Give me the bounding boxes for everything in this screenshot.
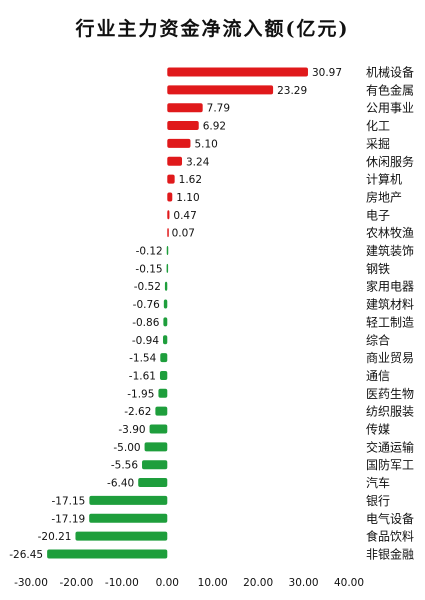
category-label-24: 汽车	[366, 475, 390, 490]
data-label-6: 3.24	[186, 156, 210, 168]
x-tick-label-3: -10.00	[105, 577, 139, 589]
category-label-4: 化工	[366, 119, 390, 133]
data-label-8: 1.10	[176, 192, 199, 204]
data-label-19: -1.95	[127, 388, 154, 400]
category-label-10: 农林牧渔	[366, 226, 414, 240]
category-label-20: 纺织服装	[366, 405, 414, 419]
data-label-18: -1.61	[129, 370, 156, 382]
category-label-27: 食品饮料	[366, 529, 414, 544]
bar-22	[144, 442, 168, 452]
x-tick-label-2: -20.00	[60, 577, 94, 589]
bar-24	[138, 478, 168, 488]
x-tick-label-4: 0.00	[156, 577, 179, 589]
data-label-16: -0.94	[132, 335, 159, 347]
category-label-2: 有色金属	[366, 82, 414, 97]
data-label-4: 6.92	[203, 121, 226, 133]
category-label-16: 综合	[366, 332, 390, 347]
data-label-25: -17.15	[52, 495, 86, 507]
data-label-28: -26.45	[9, 549, 43, 561]
x-tick-label-6: 20.00	[243, 577, 273, 589]
bar-28	[47, 549, 168, 559]
data-label-17: -1.54	[129, 353, 156, 365]
data-label-11: -0.12	[136, 246, 163, 258]
chart-title: 行业主力资金净流入额(亿元)	[75, 18, 350, 40]
data-label-3: 7.79	[207, 103, 230, 115]
bar-19	[158, 388, 168, 398]
bar-16	[163, 335, 168, 345]
category-label-14: 建筑材料	[366, 297, 414, 312]
category-label-6: 休闲服务	[366, 154, 414, 169]
bar-12	[166, 263, 169, 273]
bar-7	[167, 174, 175, 184]
bar-2	[167, 85, 274, 95]
category-label-22: 交通运输	[366, 439, 414, 454]
data-label-20: -2.62	[124, 406, 151, 418]
category-label-25: 银行	[366, 494, 390, 508]
bar-4	[167, 121, 199, 131]
bar-6	[167, 156, 183, 166]
x-tick-label-5: 10.00	[198, 577, 228, 589]
category-label-23: 国防军工	[366, 457, 414, 472]
bar-13	[164, 281, 168, 291]
x-tick-label-8: 40.00	[334, 577, 364, 589]
category-label-9: 电子	[366, 208, 390, 222]
category-label-21: 传媒	[366, 422, 390, 437]
bar-18	[159, 370, 168, 380]
bar-3	[167, 103, 203, 113]
category-label-8: 房地产	[366, 189, 402, 204]
data-label-23: -5.56	[111, 460, 138, 472]
bar-17	[160, 353, 168, 363]
bar-20	[155, 406, 168, 416]
category-label-28: 非银金融	[366, 546, 414, 561]
category-label-11: 建筑装饰	[366, 243, 414, 258]
category-label-26: 电气设备	[366, 511, 414, 526]
bar-21	[149, 424, 168, 434]
bar-25	[89, 495, 168, 505]
category-label-1: 机械设备	[366, 65, 414, 80]
bar-15	[163, 317, 168, 327]
x-tick-label-1: -30.00	[14, 577, 48, 589]
bar-27	[75, 531, 168, 541]
category-label-3: 公用事业	[366, 101, 414, 115]
bar-5	[167, 138, 191, 148]
category-label-18: 通信	[366, 369, 390, 383]
data-label-1: 30.97	[312, 67, 342, 79]
category-label-13: 家用电器	[366, 279, 414, 294]
data-label-12: -0.15	[135, 263, 162, 275]
category-label-15: 轻工制造	[366, 315, 414, 329]
bar-11	[166, 246, 169, 255]
category-label-17: 商业贸易	[366, 350, 414, 365]
category-label-12: 钢铁	[366, 262, 390, 276]
data-label-2: 23.29	[277, 85, 307, 97]
data-label-9: 0.47	[173, 210, 196, 222]
bar-23	[142, 460, 168, 470]
data-label-27: -20.21	[38, 531, 72, 543]
bar-8	[167, 192, 173, 202]
data-label-13: -0.52	[134, 281, 161, 293]
bar-26	[89, 513, 168, 523]
data-label-7: 1.62	[179, 174, 202, 186]
bar-1	[167, 67, 308, 77]
data-label-24: -6.40	[107, 478, 134, 490]
bar-14	[163, 299, 168, 309]
data-label-26: -17.19	[51, 513, 85, 525]
data-label-5: 5.10	[194, 138, 217, 150]
category-label-7: 计算机	[366, 172, 402, 187]
data-label-10: 0.07	[172, 228, 195, 240]
x-tick-label-7: 30.00	[289, 577, 319, 589]
bar-9	[167, 210, 170, 220]
data-label-14: -0.76	[133, 299, 160, 311]
data-label-22: -5.00	[113, 442, 140, 454]
data-label-15: -0.86	[132, 317, 159, 329]
data-label-21: -3.90	[118, 424, 145, 436]
category-label-19: 医药生物	[366, 387, 414, 401]
category-label-5: 采掘	[366, 136, 390, 151]
bar-10	[167, 228, 169, 238]
